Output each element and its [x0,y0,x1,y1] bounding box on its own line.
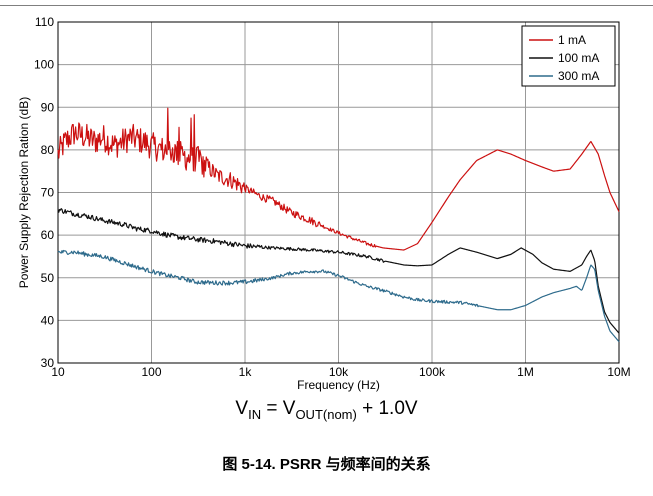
x-tick-label: 10M [607,365,630,379]
y-tick-label: 60 [41,228,55,242]
test-condition: VIN = VOUT(nom) + 1.0V [0,398,653,422]
y-tick-label: 110 [35,15,54,29]
series-layer [57,107,620,343]
series-line-1 [57,107,620,251]
legend-label: 1 mA [558,33,586,47]
legend-label: 100 mA [558,51,599,65]
condition-rest: + 1.0V [356,398,418,419]
figure-caption: 图 5-14. PSRR 与频率间的关系 [222,456,431,473]
y-tick-label: 80 [41,143,55,157]
x-tick-label: 10k [329,365,349,379]
condition-vin: V [235,398,249,419]
tick-labels: 10 100 1k 10k 100k 1M 10M 30 40 50 60 70 80 90 100 110 [34,15,631,379]
condition-equals: = V [261,398,296,419]
x-tick-label: 100 [141,365,161,379]
series-line-2 [57,208,620,334]
x-tick-label: 1k [239,365,253,379]
legend-box [521,25,616,87]
legend-label: 300 mA [558,69,599,83]
y-tick-label: 90 [41,100,55,114]
y-axis-label: Power Supply Rejection Ration (dB) [17,97,31,288]
y-tick-label: 40 [41,313,55,327]
condition-vout-sub: OUT(nom) [295,406,357,422]
legend: 1 mA 100 mA 300 mA [521,25,616,87]
x-axis-label: Frequency (Hz) [297,378,380,392]
series-line-3 [57,249,620,343]
y-tick-label: 30 [41,356,55,370]
x-tick-label: 10 [51,365,65,379]
y-tick-label: 70 [41,186,55,200]
x-tick-label: 100k [419,365,446,379]
y-tick-label: 50 [41,271,55,285]
y-tick-label: 100 [34,58,54,72]
x-tick-label: 1M [517,365,534,379]
psrr-chart: 10 100 1k 10k 100k 1M 10M30405060708090100110 … [17,15,631,392]
plot-frame [57,21,620,364]
condition-vin-sub: IN [248,406,262,422]
top-rule [0,5,653,6]
